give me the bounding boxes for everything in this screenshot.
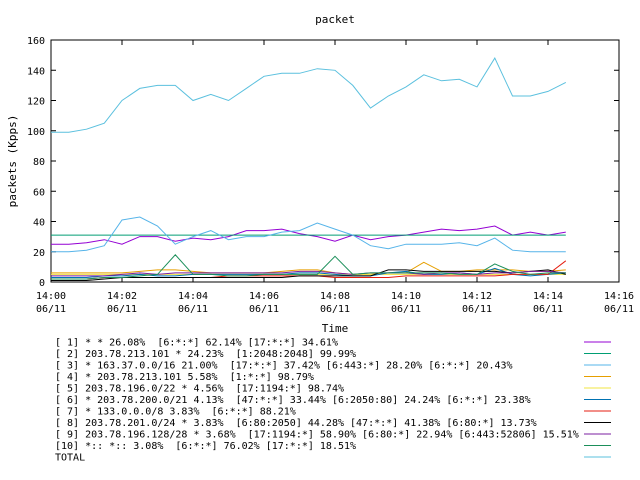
- legend-entry: [ 6] * 203.78.200.0/21 4.13% [47:*:*] 33…: [55, 395, 531, 406]
- x-tick-time: 14:04: [178, 291, 208, 302]
- legend: [ 1] * * 26.08% [6:*:*] 62.14% [17:*:*] …: [55, 338, 611, 464]
- y-tick-label: 60: [33, 187, 45, 198]
- legend-entry: [ 7] * 133.0.0.0/8 3.83% [6:*:*] 88.21%: [55, 407, 296, 418]
- legend-entry: [ 3] * 163.37.0.0/16 21.00% [17:*:*] 37.…: [55, 361, 513, 372]
- x-tick-time: 14:14: [533, 291, 563, 302]
- x-tick-time: 14:02: [107, 291, 137, 302]
- y-tick-label: 0: [39, 278, 45, 289]
- series-line-10: [51, 254, 566, 280]
- x-tick-date: 06/11: [178, 304, 208, 315]
- x-tick-time: 14:06: [249, 291, 279, 302]
- x-tick-date: 06/11: [604, 304, 634, 315]
- x-tick-time: 14:12: [462, 291, 492, 302]
- series-line-3: [51, 216, 566, 253]
- x-tick-date: 06/11: [320, 304, 350, 315]
- x-tick-date: 06/11: [462, 304, 492, 315]
- x-tick-time: 14:08: [320, 291, 350, 302]
- y-tick-label: 100: [27, 127, 45, 138]
- y-tick-label: 20: [33, 248, 45, 259]
- series-line-4: [51, 261, 566, 275]
- x-tick-time: 14:16: [604, 291, 634, 302]
- y-tick-label: 80: [33, 157, 45, 168]
- y-tick-label: 160: [27, 36, 45, 47]
- legend-entry: [ 2] 203.78.213.101 * 24.23% [1:2048:204…: [55, 349, 356, 360]
- legend-entry: [ 1] * * 26.08% [6:*:*] 62.14% [17:*:*] …: [55, 338, 338, 349]
- legend-entry: [ 4] * 203.78.213.101 5.58% [1:*:*] 98.7…: [55, 372, 314, 383]
- x-tick-date: 06/11: [36, 304, 66, 315]
- series-line-9: [51, 270, 566, 277]
- x-tick-date: 06/11: [249, 304, 279, 315]
- legend-entry: [10] *:: *:: 3.08% [6:*:*] 76.02% [17:*:…: [55, 441, 356, 452]
- legend-entry: TOTAL: [55, 453, 85, 464]
- legend-entry: [ 8] 203.78.201.0/24 * 3.83% [6:80:2050]…: [55, 418, 537, 429]
- y-tick-label: 40: [33, 218, 45, 229]
- x-tick-time: 14:10: [391, 291, 421, 302]
- series-line-6: [51, 267, 566, 278]
- x-axis-label: Time: [322, 322, 349, 335]
- series-lines: [51, 57, 567, 281]
- legend-entry: [ 5] 203.78.196.0/22 * 4.56% [17:1194:*]…: [55, 384, 344, 395]
- x-tick-time: 14:00: [36, 291, 66, 302]
- x-tick-date: 06/11: [107, 304, 137, 315]
- chart-title: packet: [315, 13, 355, 26]
- legend-entry: [ 9] 203.78.196.128/28 * 3.68% [17:1194:…: [55, 430, 579, 441]
- series-line-8: [51, 269, 566, 281]
- axis-ticks: 0 20 40 60 80 100 120 140 160 14:00 06/11 14:02 06/1…: [27, 36, 634, 315]
- series-line-11: [51, 57, 567, 133]
- y-axis-label: packets (Kpps): [6, 115, 19, 208]
- x-tick-date: 06/11: [391, 304, 421, 315]
- y-tick-label: 120: [27, 97, 45, 108]
- x-tick-date: 06/11: [533, 304, 563, 315]
- y-tick-label: 140: [27, 66, 45, 77]
- plot-area: [50, 39, 620, 283]
